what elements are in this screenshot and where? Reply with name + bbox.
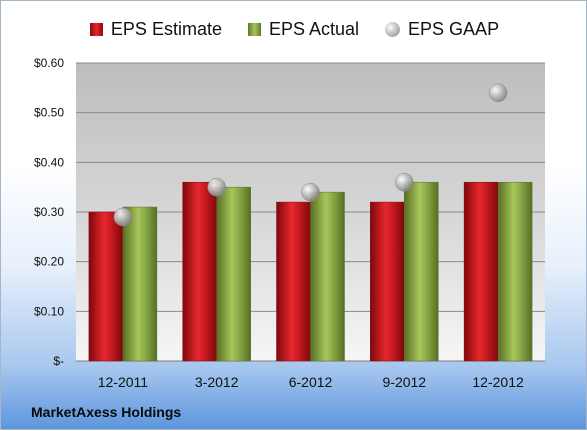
y-tick-label: $0.50: [34, 106, 64, 120]
bar-eps-actual: [404, 181, 439, 362]
bar-eps-actual: [497, 181, 533, 362]
y-tick-label: $0.20: [34, 255, 64, 269]
chart-legend: EPS Estimate EPS Actual EPS GAAP: [1, 15, 587, 43]
legend-item-eps-actual: EPS Actual: [247, 18, 360, 40]
legend-swatch-eps-estimate: [89, 22, 103, 36]
bar-eps-estimate: [463, 181, 499, 362]
legend-item-eps-gaap: EPS GAAP: [385, 19, 499, 40]
legend-swatch-eps-gaap: [385, 21, 401, 37]
y-tick-label: $0.60: [34, 56, 64, 70]
legend-label-eps-gaap: EPS GAAP: [408, 18, 500, 39]
bar-eps-actual: [310, 191, 345, 362]
legend-label-eps-estimate: EPS Estimate: [110, 18, 222, 39]
bar-eps-estimate: [182, 181, 217, 362]
bar-eps-estimate: [370, 201, 405, 362]
legend-swatch-eps-actual: [247, 22, 261, 36]
y-tick-label: $0.10: [34, 304, 64, 318]
point-eps-gaap: [488, 83, 508, 103]
point-eps-gaap: [207, 177, 226, 197]
y-tick-label: $0.30: [34, 205, 64, 219]
company-name: MarketAxess Holdings: [31, 404, 182, 420]
x-tick-label: 12-2011: [98, 374, 149, 390]
x-tick-label: 12-2012: [472, 374, 524, 390]
bar-eps-actual: [216, 186, 251, 362]
x-tick-label: 6-2012: [289, 374, 333, 390]
bar-eps-actual: [122, 206, 158, 362]
legend-item-eps-estimate: EPS Estimate: [89, 18, 222, 40]
y-tick-label: $-: [53, 354, 64, 368]
x-tick-label: 9-2012: [383, 374, 427, 390]
point-eps-gaap: [395, 172, 414, 192]
legend-label-eps-actual: EPS Actual: [268, 18, 360, 39]
bar-eps-estimate: [276, 201, 311, 362]
y-tick-label: $0.40: [34, 155, 64, 169]
point-eps-gaap: [113, 207, 133, 227]
point-eps-gaap: [301, 182, 320, 202]
x-tick-label: 3-2012: [195, 374, 239, 390]
bar-eps-estimate: [88, 211, 124, 362]
